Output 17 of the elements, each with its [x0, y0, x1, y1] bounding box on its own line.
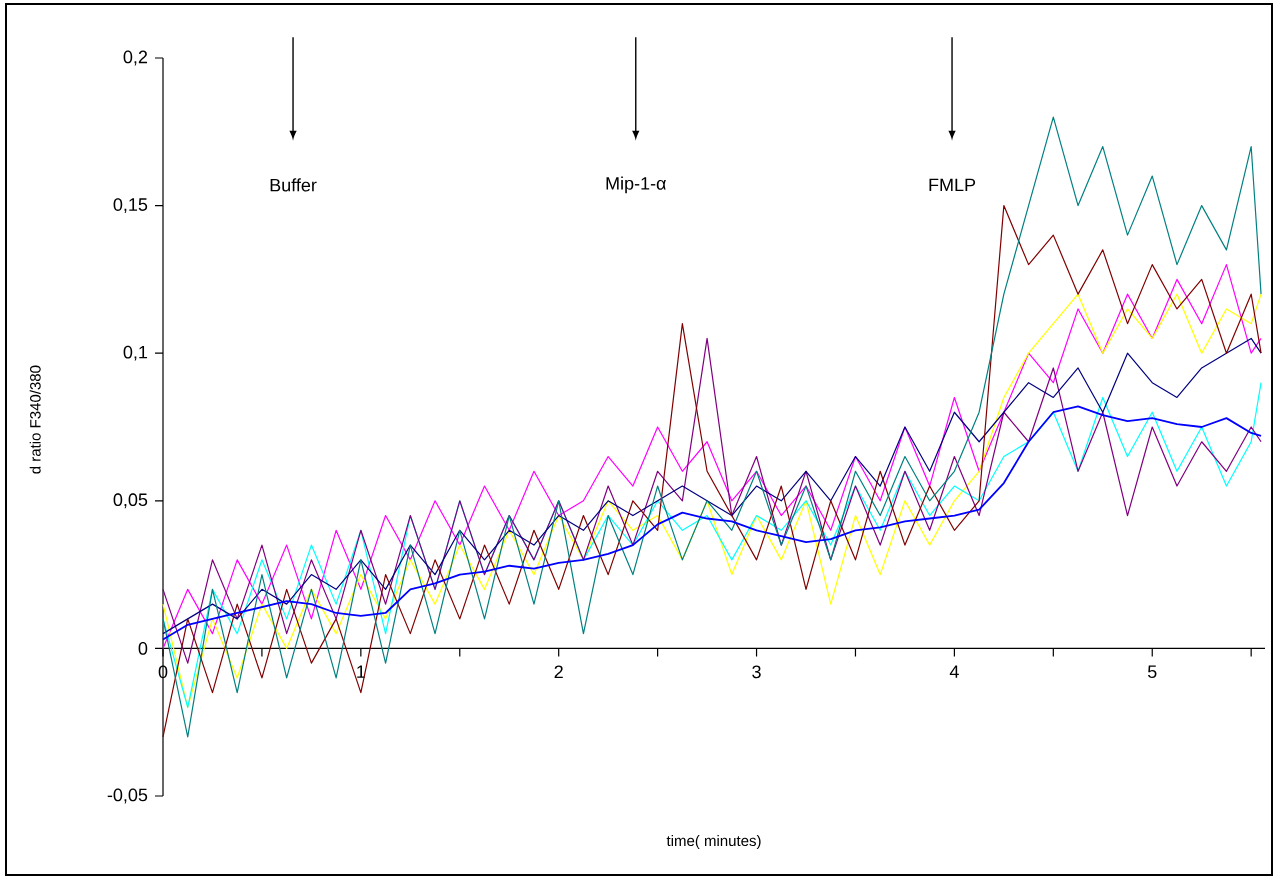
annotation: Mip-1-α	[606, 176, 666, 194]
y-tick-label: 0,1	[123, 345, 148, 361]
x-tick-label: 3	[752, 665, 761, 679]
annotation: Buffer	[270, 178, 317, 192]
y-axis-title: d ratio F340/380	[29, 365, 41, 474]
y-tick-label: 0	[138, 642, 148, 655]
x-tick-label: 2	[554, 665, 563, 679]
x-tick-label: 5	[1147, 665, 1157, 679]
y-tick-label: 0,05	[113, 493, 148, 509]
y-tick-label: -0,05	[107, 788, 148, 804]
y-tick-label: 0,15	[113, 198, 148, 214]
x-axis-title: time( minutes)	[666, 835, 761, 849]
y-tick-label: 0,2	[123, 50, 148, 66]
x-tick-label: 4	[949, 665, 959, 678]
line-series	[162, 264, 1262, 649]
x-tick-label: 1	[357, 665, 365, 678]
annotation: FMLP	[929, 178, 976, 192]
